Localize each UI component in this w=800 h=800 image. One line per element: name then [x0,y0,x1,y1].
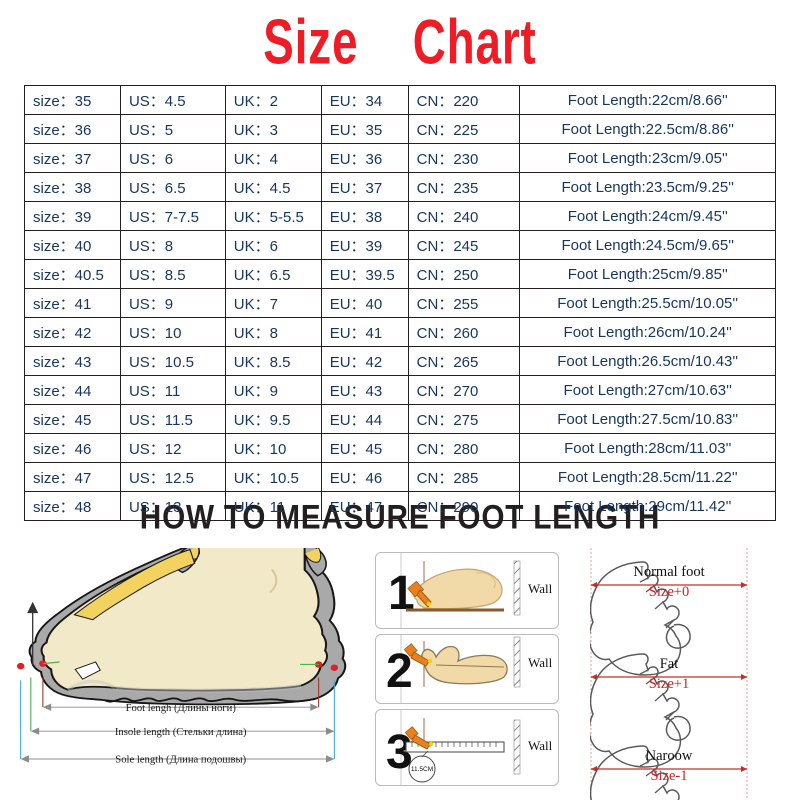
svg-text:Fat: Fat [660,656,679,672]
svg-text:Size-1: Size-1 [650,768,687,784]
svg-text:Foot lengh (Длины ноги): Foot lengh (Длины ноги) [126,703,237,714]
svg-text:Wall: Wall [528,655,553,670]
svg-text:Size+1: Size+1 [649,676,689,692]
svg-text:Sole length (Длина подошвы): Sole length (Длина подошвы) [115,755,246,766]
svg-text:11.5CM: 11.5CM [411,766,433,773]
svg-text:Wall: Wall [528,738,553,753]
svg-text:Wall: Wall [528,581,553,596]
svg-text:Normal foot: Normal foot [633,564,704,580]
svg-text:Size+0: Size+0 [649,584,689,600]
svg-text:1: 1 [388,567,415,620]
svg-text:Insole length (Стельки длина): Insole length (Стельки длина) [115,727,247,738]
svg-text:Naroow: Naroow [646,748,693,764]
